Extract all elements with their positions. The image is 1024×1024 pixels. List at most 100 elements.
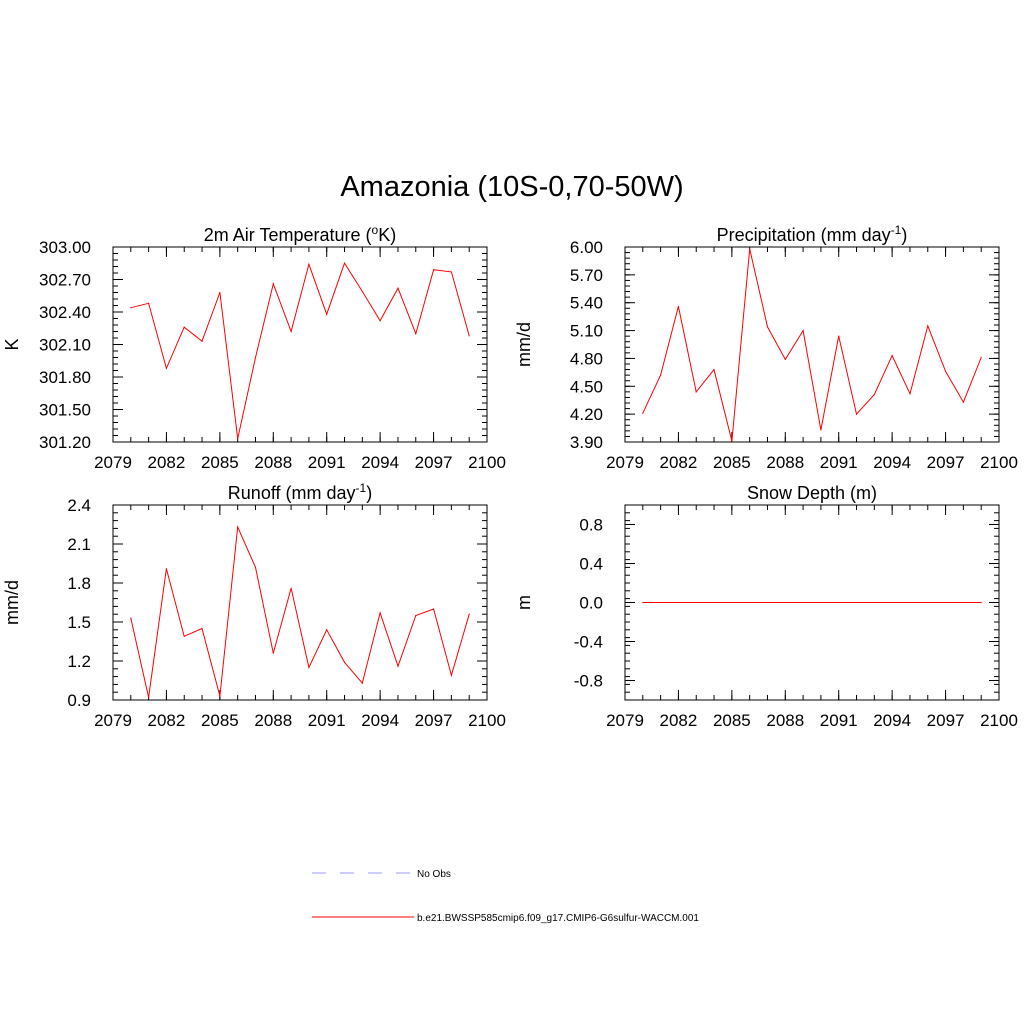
data-point-2082 [165, 568, 168, 570]
plot-frame [624, 246, 1000, 443]
x-tick-label-2100: 2100 [980, 711, 1018, 730]
data-point-2097 [432, 608, 435, 610]
x-tick-label-2097: 2097 [415, 453, 453, 472]
y-tick-label-5.70: 5.70 [570, 266, 603, 285]
data-point-2090 [308, 263, 310, 265]
series-line-1 [130, 262, 470, 439]
chart-title-suffix: K) [378, 225, 396, 245]
x-tick-label-2100: 2100 [468, 453, 506, 472]
x-tick-label-2088: 2088 [254, 453, 292, 472]
data-point-2086 [237, 526, 239, 528]
data-point-2095 [397, 665, 399, 667]
x-tick-label-2085: 2085 [713, 711, 751, 730]
data-point-2080 [642, 601, 644, 604]
chart-title-superscript: -1 [356, 481, 367, 495]
y-tick-label-0.9: 0.9 [67, 691, 91, 710]
data-point-2098 [962, 401, 964, 403]
data-point-2093 [873, 394, 875, 396]
data-point-2083 [183, 635, 185, 637]
data-point-2091 [838, 335, 840, 337]
data-point-2094 [891, 355, 893, 357]
x-tick-label-2082: 2082 [148, 711, 186, 730]
data-point-2092 [343, 262, 346, 264]
x-tick-label-2082: 2082 [660, 711, 698, 730]
data-point-2095 [397, 287, 399, 289]
x-tick-label-2088: 2088 [766, 453, 804, 472]
data-point-2091 [326, 629, 328, 631]
legend: No Obs b.e21.BWSSP585cmip6.f09_g17.CMIP6… [312, 869, 699, 924]
x-tick-label-2097: 2097 [415, 711, 453, 730]
data-point-2085 [731, 440, 733, 442]
y-tick-label-6.00: 6.00 [570, 238, 603, 257]
chart-title-suffix: ) [366, 483, 372, 503]
y-tick-label-2.1: 2.1 [67, 535, 91, 554]
y-axis-label: m [514, 595, 534, 610]
y-tick-label-1.5: 1.5 [67, 613, 91, 632]
y-axis-label: mm/d [514, 322, 534, 367]
data-point-2081 [660, 374, 662, 376]
data-point-2086 [237, 438, 239, 440]
data-point-2089 [802, 329, 804, 332]
y-tick-label-302.70: 302.70 [39, 271, 91, 290]
y-tick-label-302.10: 302.10 [39, 336, 91, 355]
data-point-2084 [201, 627, 203, 630]
data-point-2096 [415, 614, 417, 617]
y-tick-label-1.2: 1.2 [67, 652, 91, 671]
chart-title-2m-air-temperature-k: 2m Air Temperature (oK) [204, 223, 396, 245]
data-point-2080 [130, 307, 132, 309]
data-point-2099 [468, 613, 470, 615]
x-tick-label-2100: 2100 [980, 453, 1018, 472]
x-tick-label-2091: 2091 [820, 453, 858, 472]
data-point-2090 [308, 666, 310, 669]
data-point-2094 [379, 320, 381, 322]
data-point-2088 [272, 283, 274, 285]
chart-title-runoff-mm-day: Runoff (mm day-1) [228, 481, 372, 503]
chart-title-text: Runoff (mm day [228, 483, 356, 503]
x-tick-label-2085: 2085 [201, 453, 239, 472]
y-tick-label-2.4: 2.4 [67, 496, 91, 515]
chart-panel-3: 2079 2082 2085 2088 2091 2094 2097 2100 0.9 1.2 1.… [2, 481, 506, 730]
y-tick-label--0.8: -0.8 [574, 672, 603, 691]
data-point-2096 [415, 333, 417, 335]
x-tick-label-2082: 2082 [148, 453, 186, 472]
y-tick-label-5.40: 5.40 [570, 294, 603, 313]
data-point-2083 [695, 391, 697, 393]
y-tick-label-3.90: 3.90 [570, 433, 603, 452]
data-point-2085 [219, 291, 221, 294]
data-point-2093 [361, 682, 363, 684]
series-line-1 [642, 248, 982, 442]
x-tick-label-2094: 2094 [873, 711, 911, 730]
data-point-2097 [944, 370, 947, 373]
chart-title-text: Snow Depth (m) [747, 483, 877, 503]
chart-title-snow-depth-m: Snow Depth (m) [747, 483, 877, 503]
x-tick-label-2085: 2085 [201, 711, 239, 730]
data-point-2098 [450, 674, 452, 676]
chart-title-text: 2m Air Temperature ( [204, 225, 372, 245]
data-point-2099 [468, 335, 470, 337]
data-point-2096 [927, 325, 929, 327]
y-tick-label-301.50: 301.50 [39, 401, 91, 420]
chart-panel-1: 2079 2082 2085 2088 2091 2094 2097 2100 301.20 30… [2, 223, 506, 472]
x-tick-label-2085: 2085 [713, 453, 751, 472]
data-point-2089 [290, 330, 292, 333]
y-tick-label-0.8: 0.8 [579, 516, 603, 535]
chart-title-text: Precipitation (mm day [717, 225, 891, 245]
chart-panel-4: 2079 2082 2085 2088 2091 2094 2097 2100 -0.8 -0.4… [514, 483, 1018, 730]
x-tick-label-2079: 2079 [606, 711, 644, 730]
data-point-2092 [343, 661, 346, 663]
x-tick-label-2094: 2094 [361, 453, 399, 472]
data-point-2097 [432, 269, 435, 271]
data-point-2082 [677, 305, 680, 308]
data-point-2086 [749, 248, 751, 250]
data-point-2080 [130, 617, 132, 619]
x-tick-label-2079: 2079 [94, 453, 132, 472]
data-point-2088 [784, 358, 786, 360]
data-point-2099 [980, 601, 982, 604]
data-point-2094 [379, 612, 381, 614]
data-point-2087 [254, 566, 257, 569]
x-tick-label-2091: 2091 [308, 711, 346, 730]
y-tick-label-1.8: 1.8 [67, 574, 91, 593]
data-point-2083 [183, 326, 185, 328]
data-point-2084 [201, 340, 203, 342]
data-point-2082 [165, 367, 168, 369]
